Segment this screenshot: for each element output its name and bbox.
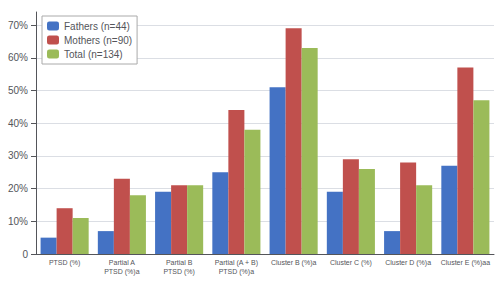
svg-text:60%: 60%: [8, 52, 28, 63]
svg-text:Cluster D (%)a: Cluster D (%)a: [385, 259, 431, 267]
svg-text:20%: 20%: [8, 183, 28, 194]
svg-text:Total (n=134): Total (n=134): [64, 49, 123, 60]
svg-text:Fathers (n=44): Fathers (n=44): [64, 21, 130, 32]
svg-text:PTSD (%)a: PTSD (%)a: [104, 268, 140, 276]
svg-text:Cluster B (%)a: Cluster B (%)a: [271, 259, 317, 267]
svg-text:Partial (A + B): Partial (A + B): [215, 259, 258, 267]
svg-text:Mothers (n=90): Mothers (n=90): [64, 35, 132, 46]
svg-text:70%: 70%: [8, 20, 28, 31]
svg-text:Partial B: Partial B: [166, 259, 193, 266]
svg-text:Cluster E (%)aa: Cluster E (%)aa: [441, 259, 491, 267]
svg-text:Cluster C (%): Cluster C (%): [330, 259, 372, 267]
svg-text:PTSD (%)a: PTSD (%)a: [219, 268, 255, 276]
svg-text:0: 0: [22, 249, 28, 260]
svg-text:PTSD (%): PTSD (%): [49, 259, 81, 267]
svg-text:PTSD (%): PTSD (%): [163, 268, 195, 276]
svg-text:30%: 30%: [8, 150, 28, 161]
svg-text:10%: 10%: [8, 216, 28, 227]
svg-text:50%: 50%: [8, 85, 28, 96]
svg-text:40%: 40%: [8, 118, 28, 129]
svg-text:Partial A: Partial A: [109, 259, 135, 266]
